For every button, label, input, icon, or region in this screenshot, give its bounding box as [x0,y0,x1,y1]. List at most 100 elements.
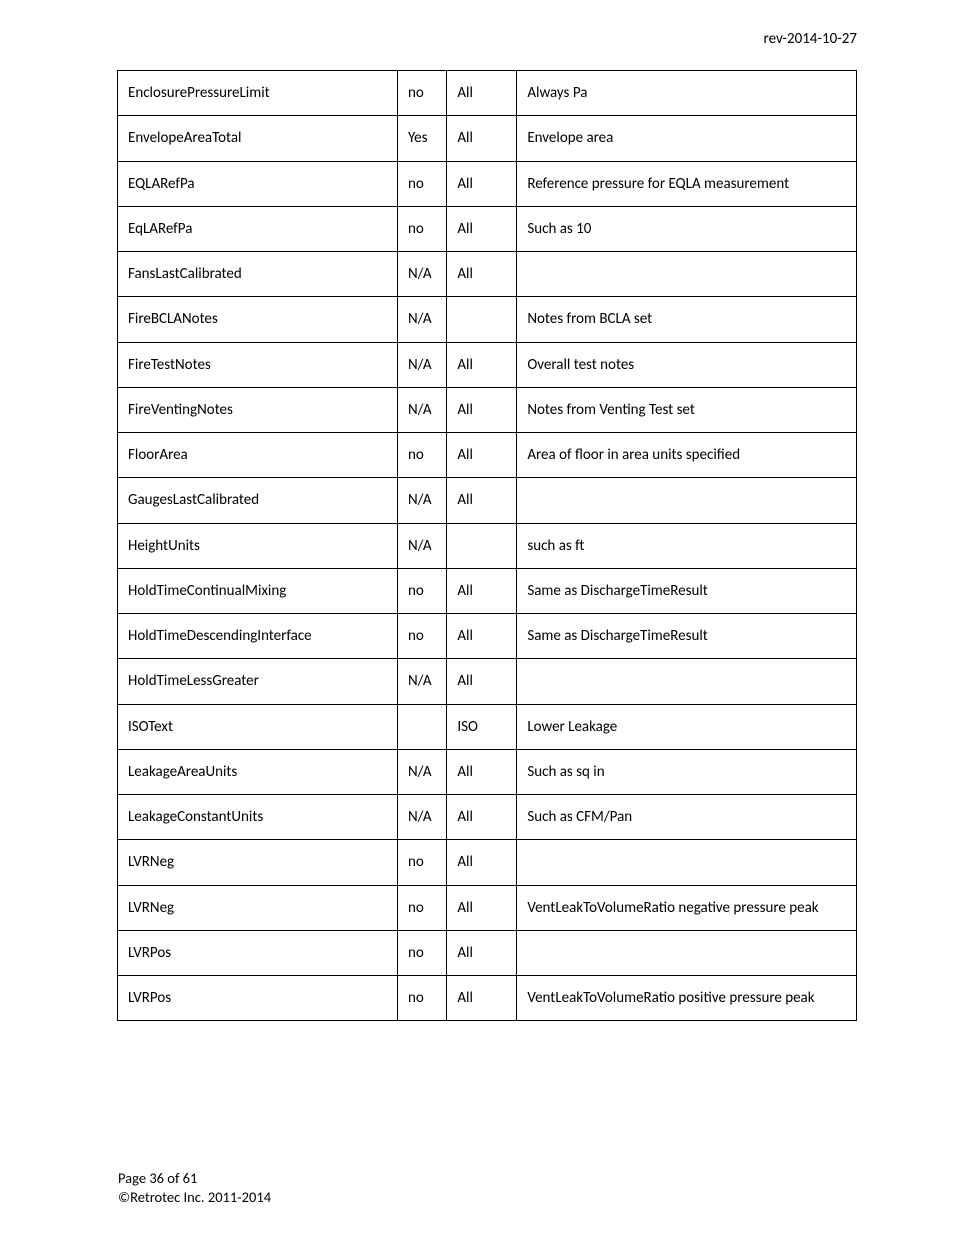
table-cell: All [447,749,517,794]
table-cell: N/A [397,342,446,387]
table-row: EnvelopeAreaTotalYesAllEnvelope area [118,116,857,161]
table-cell: FireTestNotes [118,342,398,387]
table-cell [517,478,857,523]
table-cell: N/A [397,387,446,432]
table-cell: All [447,342,517,387]
table-row: FansLastCalibratedN/AAll [118,252,857,297]
table-cell: All [447,840,517,885]
table-cell: no [397,71,446,116]
table-row: LVRNegnoAll [118,840,857,885]
table-cell: LeakageAreaUnits [118,749,398,794]
table-cell [447,297,517,342]
table-row: LeakageAreaUnitsN/AAllSuch as sq in [118,749,857,794]
page-footer: Page 36 of 61 ©Retrotec Inc. 2011-2014 [118,1169,271,1207]
table-cell: All [447,930,517,975]
table-cell [397,704,446,749]
table-cell: LVRNeg [118,840,398,885]
table-cell: LVRPos [118,976,398,1021]
table-cell: FansLastCalibrated [118,252,398,297]
table-cell: All [447,161,517,206]
table-cell: Notes from BCLA set [517,297,857,342]
table-cell: HeightUnits [118,523,398,568]
page-header-revision: rev-2014-10-27 [95,30,859,48]
table-row: EQLARefPanoAllReference pressure for EQL… [118,161,857,206]
table-cell: no [397,161,446,206]
table-cell: Such as sq in [517,749,857,794]
table-cell: FloorArea [118,433,398,478]
table-cell: Same as DischargeTimeResult [517,614,857,659]
table-cell [517,840,857,885]
table-cell: Lower Leakage [517,704,857,749]
table-row: HeightUnitsN/Asuch as ft [118,523,857,568]
table-cell: All [447,71,517,116]
table-cell: LVRNeg [118,885,398,930]
table-cell: Always Pa [517,71,857,116]
table-cell: All [447,795,517,840]
table-row: LVRPosnoAll [118,930,857,975]
table-cell: N/A [397,749,446,794]
table-cell: N/A [397,478,446,523]
table-cell: All [447,614,517,659]
table-cell: Envelope area [517,116,857,161]
table-cell [517,659,857,704]
table-cell: no [397,976,446,1021]
table-cell: no [397,885,446,930]
table-cell: Such as 10 [517,206,857,251]
table-cell: Same as DischargeTimeResult [517,568,857,613]
footer-page-info: Page 36 of 61 [118,1169,271,1188]
table-row: FireTestNotesN/AAllOverall test notes [118,342,857,387]
table-cell: All [447,252,517,297]
table-cell: VentLeakToVolumeRatio positive pressure … [517,976,857,1021]
table-cell: no [397,568,446,613]
table-cell [517,252,857,297]
table-cell: no [397,614,446,659]
table-cell: no [397,433,446,478]
table-cell [447,523,517,568]
table-row: LeakageConstantUnitsN/AAllSuch as CFM/Pa… [118,795,857,840]
table-cell: N/A [397,297,446,342]
table-row: FireBCLANotesN/A Notes from BCLA set [118,297,857,342]
table-cell: EqLARefPa [118,206,398,251]
table-cell: All [447,433,517,478]
table-row: LVRPosnoAllVentLeakToVolumeRatio positiv… [118,976,857,1021]
table-cell: Such as CFM/Pan [517,795,857,840]
table-row: EqLARefPanoAllSuch as 10 [118,206,857,251]
table-cell: no [397,840,446,885]
table-cell: HoldTimeDescendingInterface [118,614,398,659]
table-cell: FireBCLANotes [118,297,398,342]
table-cell [517,930,857,975]
table-row: LVRNegnoAllVentLeakToVolumeRatio negativ… [118,885,857,930]
table-cell: such as ft [517,523,857,568]
table-cell: VentLeakToVolumeRatio negative pressure … [517,885,857,930]
table-cell: All [447,206,517,251]
table-row: HoldTimeLessGreaterN/AAll [118,659,857,704]
table-row: HoldTimeDescendingInterfacenoAllSame as … [118,614,857,659]
table-cell: Reference pressure for EQLA measurement [517,161,857,206]
table-cell: no [397,206,446,251]
table-cell: FireVentingNotes [118,387,398,432]
table-cell: All [447,976,517,1021]
table-cell: N/A [397,659,446,704]
table-cell: All [447,568,517,613]
table-row: FloorAreanoAllArea of floor in area unit… [118,433,857,478]
table-cell: no [397,930,446,975]
table-cell: ISOText [118,704,398,749]
table-row: EnclosurePressureLimitnoAllAlways Pa [118,71,857,116]
table-row: HoldTimeContinualMixingnoAllSame as Disc… [118,568,857,613]
table-cell: All [447,116,517,161]
table-cell: HoldTimeContinualMixing [118,568,398,613]
table-cell: HoldTimeLessGreater [118,659,398,704]
table-cell: All [447,885,517,930]
table-cell: Area of floor in area units specified [517,433,857,478]
table-cell: EnvelopeAreaTotal [118,116,398,161]
table-cell: Overall test notes [517,342,857,387]
table-cell: N/A [397,252,446,297]
table-cell: EnclosurePressureLimit [118,71,398,116]
table-cell: Yes [397,116,446,161]
table-cell: GaugesLastCalibrated [118,478,398,523]
table-cell: Notes from Venting Test set [517,387,857,432]
table-cell: All [447,478,517,523]
table-row: FireVentingNotesN/AAllNotes from Venting… [118,387,857,432]
parameters-table: EnclosurePressureLimitnoAllAlways PaEnve… [117,70,857,1021]
table-cell: All [447,659,517,704]
